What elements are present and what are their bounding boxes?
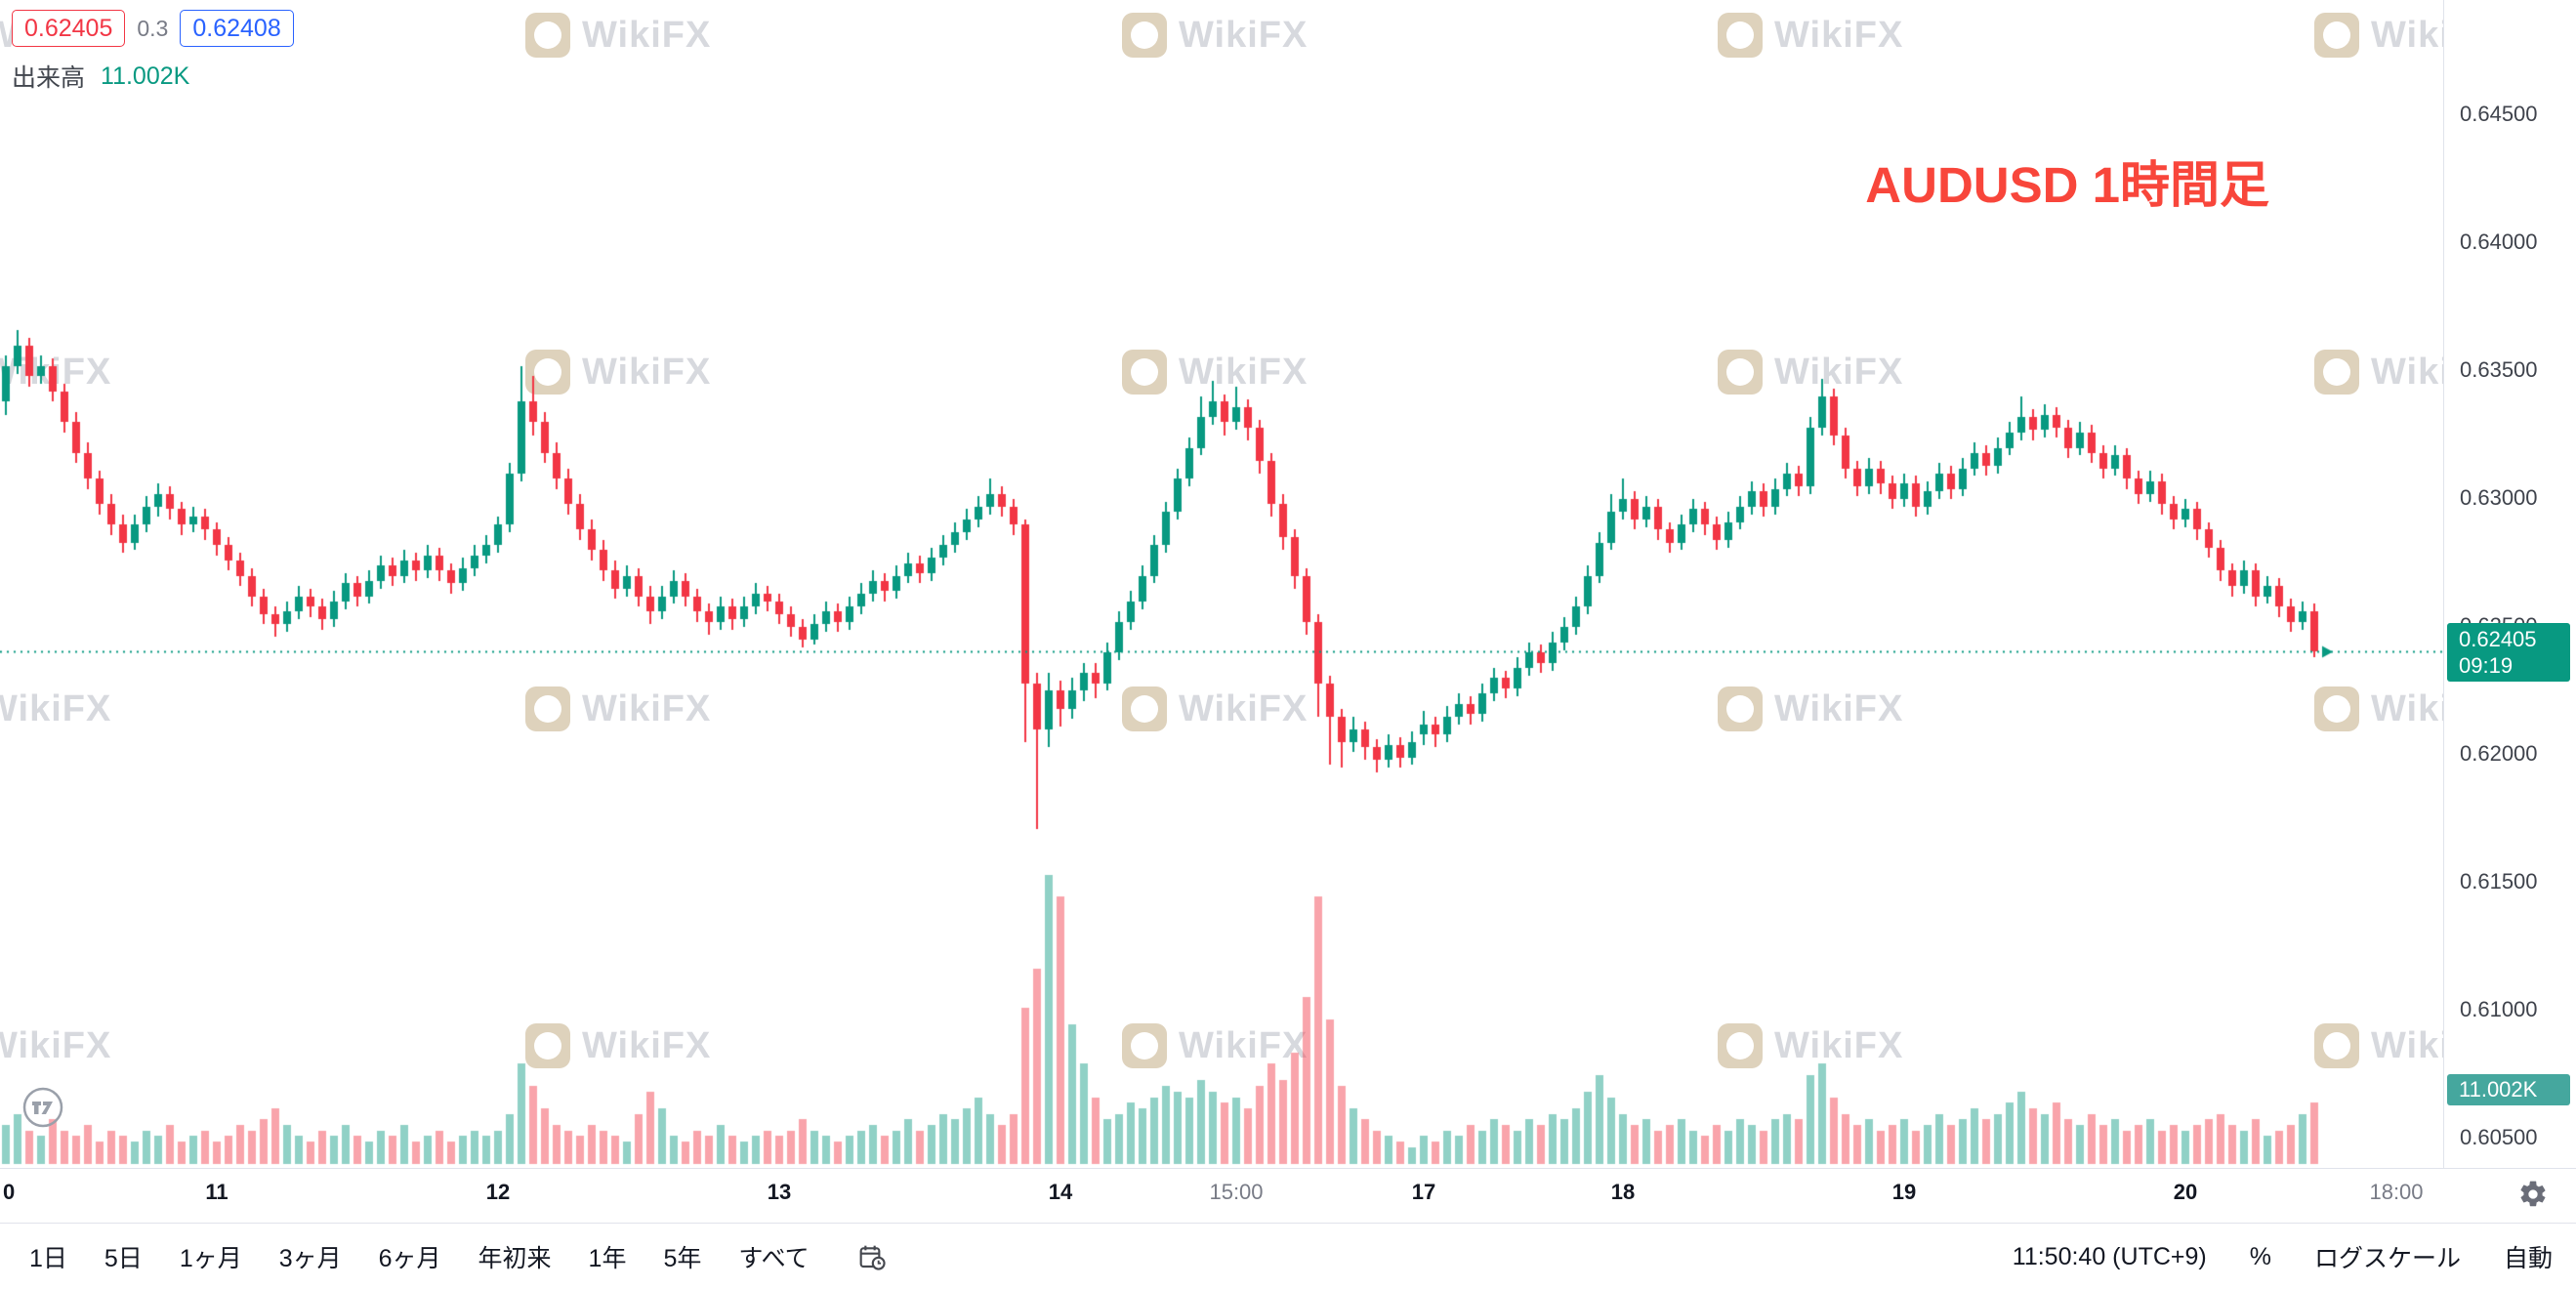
price-chart-canvas[interactable] [0,0,2443,1168]
price-tick-0.63500: 0.63500 [2460,357,2538,382]
price-tick-0.63000: 0.63000 [2460,485,2538,510]
time-label-18:00: 18:00 [2369,1180,2424,1204]
price-axis[interactable]: 0.62405 09:19 11.002K 0.64500 0.64000 0.63… [2443,0,2576,1168]
sell-price-button[interactable]: 0.62405 [12,10,126,47]
time-label-12: 12 [485,1180,511,1204]
price-tick-0.60500: 0.60500 [2460,1125,2538,1149]
time-label-13: 13 [767,1180,792,1204]
current-price-value: 0.62405 [2459,627,2537,651]
price-tick-0.61000: 0.61000 [2460,997,2538,1021]
percent-scale-button[interactable]: % [2249,1242,2271,1270]
range-1m[interactable]: 1ヶ月 [180,1239,242,1274]
quote-legend: 0.62405 0.3 0.62408 出来高 11.002K [12,10,294,94]
bottom-toolbar: 1日 5日 1ヶ月 3ヶ月 6ヶ月 年初来 1年 5年 すべて 11:50:40 (UTC+9)… [0,1223,2576,1289]
range-5y[interactable]: 5年 [663,1239,701,1274]
time-label-17: 17 [1411,1180,1436,1204]
auto-scale-button[interactable]: 自動 [2503,1245,2553,1272]
time-label-19: 19 [1891,1180,1917,1204]
date-range-icon[interactable] [856,1241,888,1272]
price-tick-0.64500: 0.64500 [2460,102,2538,126]
range-all[interactable]: すべて [738,1239,809,1274]
range-5d[interactable]: 5日 [104,1239,143,1274]
range-selector: 1日 5日 1ヶ月 3ヶ月 6ヶ月 年初来 1年 5年 すべて [0,1239,810,1274]
log-scale-button[interactable]: ログスケール [2313,1245,2461,1272]
time-label-11: 11 [205,1180,229,1204]
chart-annotation: AUDUSD 1時間足 [1865,157,2269,213]
chart-plot-area[interactable]: WikiFXWikiFXWikiFXWikiFXWikiFXWikiFXWiki… [0,0,2443,1168]
settings-gear-icon[interactable] [2517,1179,2549,1210]
volume-badge: 11.002K [2447,1074,2570,1105]
range-1y[interactable]: 1年 [589,1239,627,1274]
time-label-0: 0 [3,1180,16,1204]
volume-legend-label: 出来高 [12,64,86,92]
price-tick-0.61500: 0.61500 [2460,869,2538,894]
clock-label[interactable]: 11:50:40 (UTC+9) [2012,1242,2207,1270]
time-label-14: 14 [1048,1180,1073,1204]
buy-price-button[interactable]: 0.62408 [180,10,294,47]
range-3m[interactable]: 3ヶ月 [279,1239,342,1274]
spread-value: 0.3 [137,15,169,41]
time-axis[interactable]: 0 11 12 13 14 15:00 17 18 19 20 18:00 [0,1168,2576,1223]
price-tick-0.64000: 0.64000 [2460,229,2538,254]
countdown-timer: 09:19 [2459,653,2514,678]
time-label-15:00: 15:00 [1209,1180,1264,1204]
price-tick-0.62000: 0.62000 [2460,741,2538,766]
time-label-18: 18 [1610,1180,1636,1204]
time-label-20: 20 [2173,1180,2198,1204]
range-6m[interactable]: 6ヶ月 [379,1239,441,1274]
current-price-badge: 0.62405 09:19 [2447,623,2570,682]
tradingview-logo[interactable] [21,1086,64,1129]
range-1d[interactable]: 1日 [29,1239,67,1274]
tradingview-logo-icon [22,1087,63,1128]
volume-legend-value: 11.002K [101,62,190,90]
range-ytd[interactable]: 年初来 [478,1239,552,1274]
